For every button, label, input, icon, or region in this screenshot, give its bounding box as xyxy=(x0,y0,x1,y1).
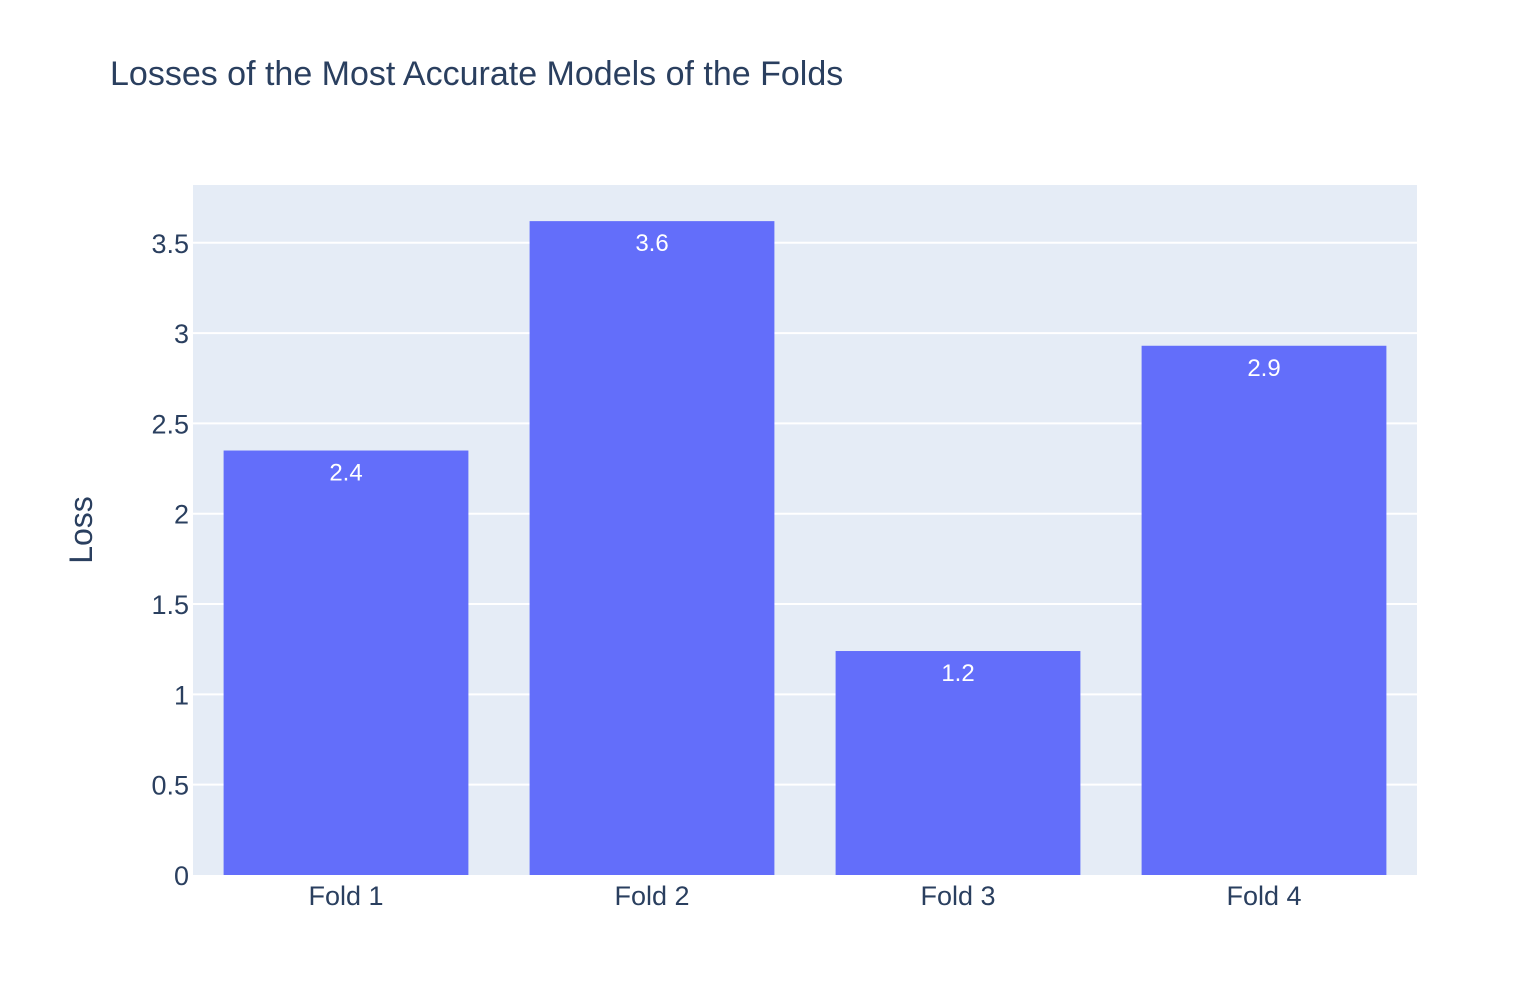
x-tick-label: Fold 4 xyxy=(1226,881,1301,911)
x-tick-label: Fold 1 xyxy=(308,881,383,911)
bar-data-label: 2.9 xyxy=(1247,355,1280,382)
bar xyxy=(529,221,775,875)
bar-data-labels: 2.4 3.6 1.2 2.9 xyxy=(329,230,1280,687)
bar-data-label: 2.4 xyxy=(329,460,362,487)
y-tick-label: 3.5 xyxy=(151,229,189,259)
y-tick-label: 1 xyxy=(174,680,189,710)
x-axis-ticks: Fold 1 Fold 2 Fold 3 Fold 4 xyxy=(308,881,1301,911)
y-axis-title: Loss xyxy=(63,496,99,564)
bars xyxy=(223,221,1387,875)
bar-data-label: 1.2 xyxy=(941,660,974,687)
bar xyxy=(1141,345,1387,875)
bar-data-label: 3.6 xyxy=(635,230,668,257)
y-axis-ticks: 0 0.5 1 1.5 2 2.5 3 3.5 xyxy=(151,229,189,891)
y-tick-label: 2.5 xyxy=(151,409,189,439)
x-tick-label: Fold 3 xyxy=(920,881,995,911)
chart-title: Losses of the Most Accurate Models of th… xyxy=(110,55,843,93)
y-tick-label: 2 xyxy=(174,500,189,530)
x-tick-label: Fold 2 xyxy=(614,881,689,911)
bar xyxy=(835,651,1081,875)
bar xyxy=(223,450,469,875)
y-tick-label: 0 xyxy=(174,861,189,891)
y-tick-label: 0.5 xyxy=(151,771,189,801)
y-tick-label: 1.5 xyxy=(151,590,189,620)
y-tick-label: 3 xyxy=(174,319,189,349)
